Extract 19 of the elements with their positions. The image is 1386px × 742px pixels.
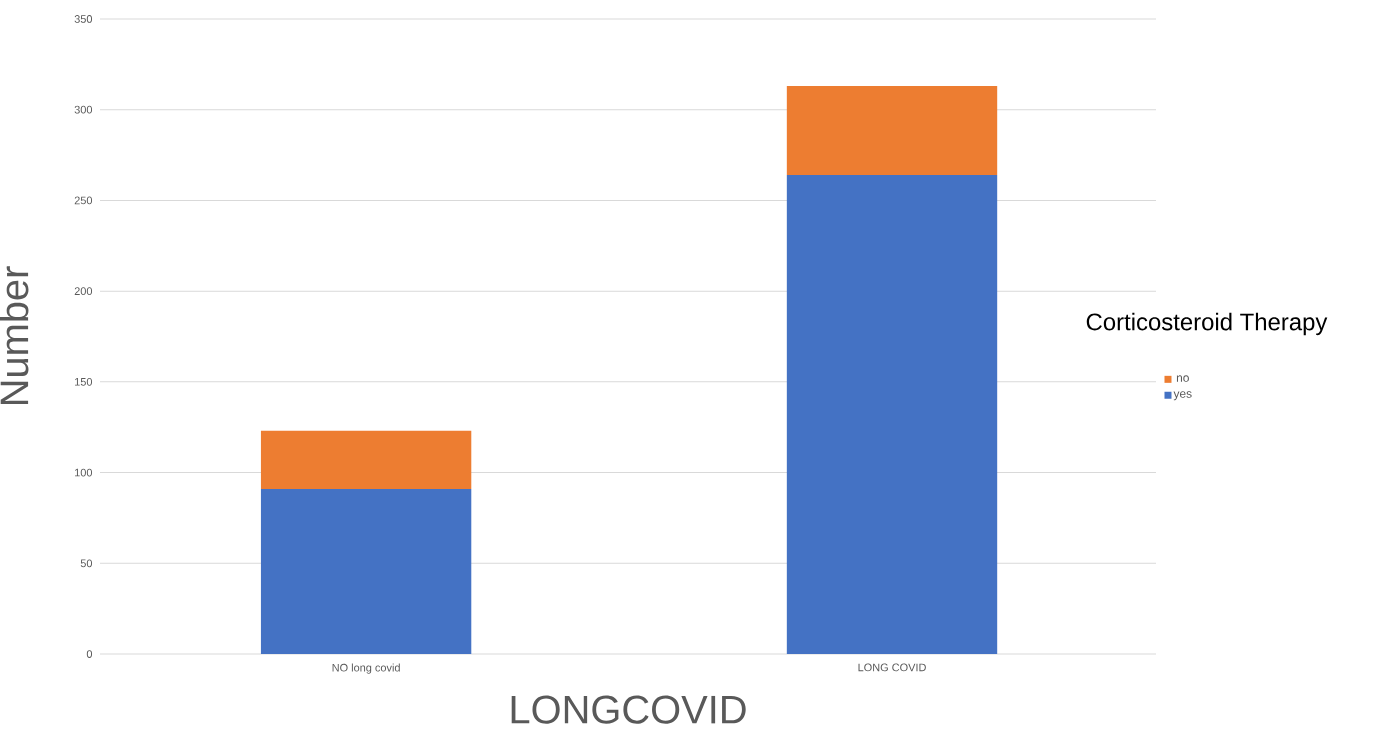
legend-label: yes [1173, 391, 1192, 401]
bar [260, 488, 472, 654]
y-axis-title: Number [0, 266, 29, 405]
y-tick-label: 150 [75, 377, 93, 386]
y-tick-label: 50 [80, 559, 93, 568]
legend-title: Corticosteroid Therapy [1086, 312, 1328, 336]
bar [260, 430, 472, 489]
y-tick-label: 200 [74, 287, 93, 296]
y-tick-label: 250 [74, 196, 93, 205]
x-axis-title: LONGCOVID [511, 695, 746, 724]
x-tick-label: LONG COVID [858, 663, 926, 672]
y-tick-label: 0 [86, 650, 93, 658]
y-tick-label: 100 [75, 468, 93, 477]
bar [786, 86, 998, 176]
legend-label: no [1176, 375, 1189, 382]
x-tick-label: NO long covid [332, 663, 400, 674]
y-tick-label: 300 [74, 105, 93, 114]
bar [786, 175, 998, 654]
y-tick-label: 350 [74, 15, 93, 23]
